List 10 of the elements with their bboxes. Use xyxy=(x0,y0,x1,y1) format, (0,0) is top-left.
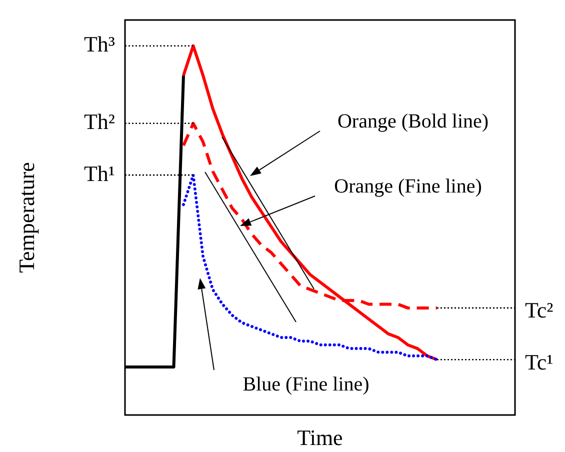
ref-line-label: Th¹ xyxy=(84,160,115,186)
annotation: Orange (Bold line) xyxy=(337,110,489,132)
ref-line-label: Tc² xyxy=(525,298,554,323)
ref-line-label: Tc¹ xyxy=(525,349,554,374)
ref-line-label: Th³ xyxy=(84,32,116,57)
annotation: Blue (Fine line) xyxy=(242,373,370,396)
y-axis-title: Temperature xyxy=(14,162,39,273)
x-axis-title: Time xyxy=(297,424,343,450)
ref-line-label: Th² xyxy=(84,109,116,134)
annotation: Orange (Fine line) xyxy=(334,175,482,198)
